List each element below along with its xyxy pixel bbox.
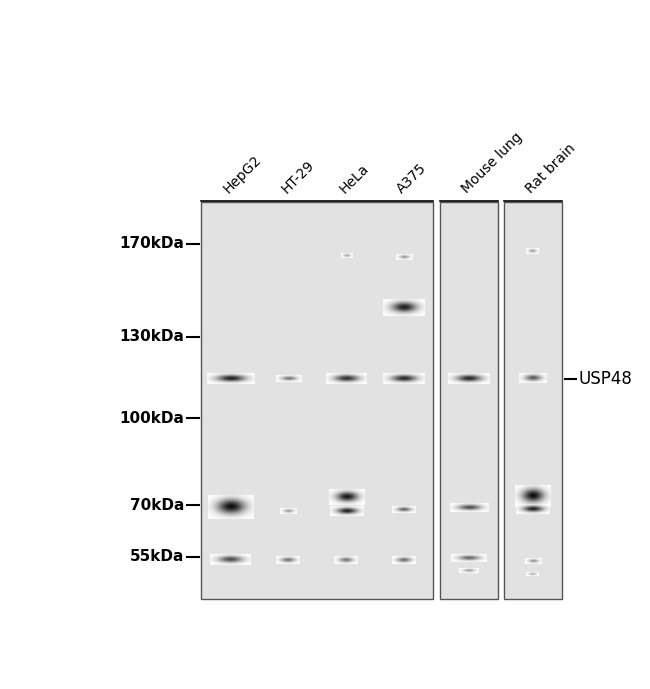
Text: 70kDa: 70kDa	[130, 498, 185, 513]
Bar	[439, 202, 497, 599]
Text: Mouse lung: Mouse lung	[459, 130, 525, 196]
Text: HeLa: HeLa	[337, 161, 371, 196]
Text: 130kDa: 130kDa	[120, 329, 185, 344]
Bar	[202, 202, 434, 599]
Text: A375: A375	[395, 161, 430, 196]
Text: 100kDa: 100kDa	[120, 411, 185, 426]
Text: USP48: USP48	[578, 369, 632, 388]
Text: HT-29: HT-29	[278, 158, 317, 196]
Text: 170kDa: 170kDa	[120, 236, 185, 251]
Text: 55kDa: 55kDa	[130, 549, 185, 564]
Bar	[504, 202, 562, 599]
Text: Rat brain: Rat brain	[523, 141, 578, 196]
Text: HepG2: HepG2	[220, 152, 264, 196]
